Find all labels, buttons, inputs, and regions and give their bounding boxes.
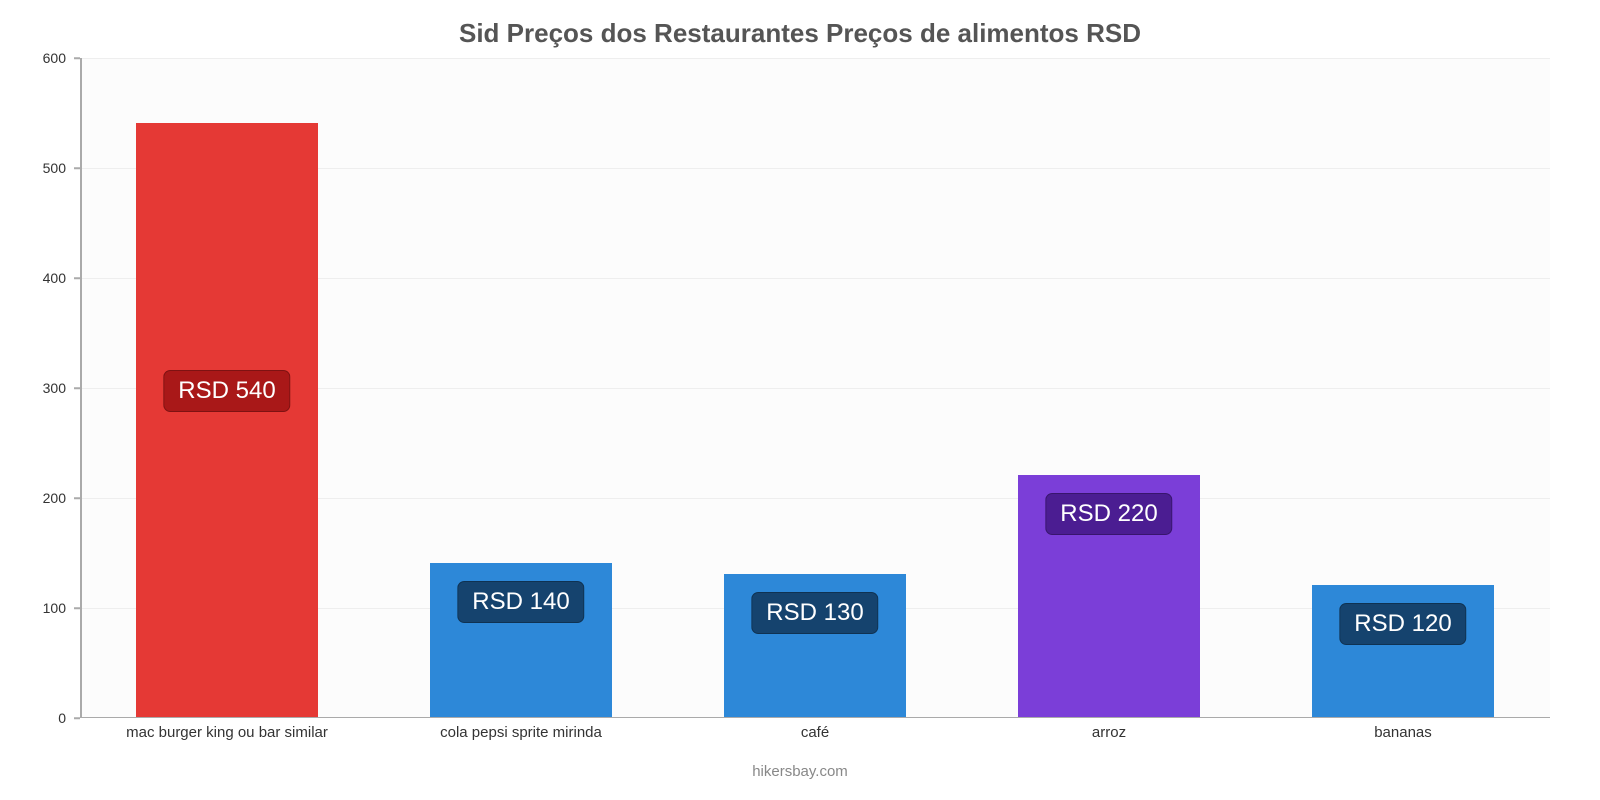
y-axis-line — [80, 58, 82, 718]
value-label: RSD 130 — [751, 592, 878, 634]
x-axis-labels: mac burger king ou bar similar cola pepsi… — [80, 724, 1550, 754]
value-label: RSD 120 — [1339, 603, 1466, 645]
y-tick-label: 200 — [43, 490, 66, 506]
y-tick-mark — [74, 57, 80, 59]
y-axis: 0100200300400500600 — [0, 58, 80, 718]
chart-footer: hikersbay.com — [0, 763, 1600, 780]
y-tick-label: 400 — [43, 270, 66, 286]
value-label: RSD 540 — [163, 370, 290, 412]
y-tick-mark — [74, 387, 80, 389]
y-tick-mark — [74, 717, 80, 719]
value-label: RSD 220 — [1045, 493, 1172, 535]
x-tick-label: bananas — [1374, 724, 1432, 741]
chart-title: Sid Preços dos Restaurantes Preços de al… — [0, 18, 1600, 49]
x-tick-label: cola pepsi sprite mirinda — [440, 724, 602, 741]
bar — [136, 123, 318, 717]
y-tick-mark — [74, 277, 80, 279]
value-label: RSD 140 — [457, 581, 584, 623]
y-tick-mark — [74, 607, 80, 609]
bars-group: RSD 540 RSD 140 RSD 130 RSD 220 RSD 120 — [80, 58, 1550, 718]
y-tick-mark — [74, 497, 80, 499]
y-tick-label: 0 — [58, 710, 66, 726]
y-tick-label: 300 — [43, 380, 66, 396]
x-tick-label: café — [801, 724, 829, 741]
y-tick-label: 100 — [43, 600, 66, 616]
x-axis-line — [80, 717, 1550, 719]
x-tick-label: mac burger king ou bar similar — [126, 724, 328, 741]
x-tick-label: arroz — [1092, 724, 1126, 741]
chart-container: Sid Preços dos Restaurantes Preços de al… — [0, 0, 1600, 800]
plot-area: RSD 540 RSD 140 RSD 130 RSD 220 RSD 120 — [80, 58, 1550, 718]
y-tick-label: 500 — [43, 160, 66, 176]
y-tick-mark — [74, 167, 80, 169]
y-tick-label: 600 — [43, 50, 66, 66]
